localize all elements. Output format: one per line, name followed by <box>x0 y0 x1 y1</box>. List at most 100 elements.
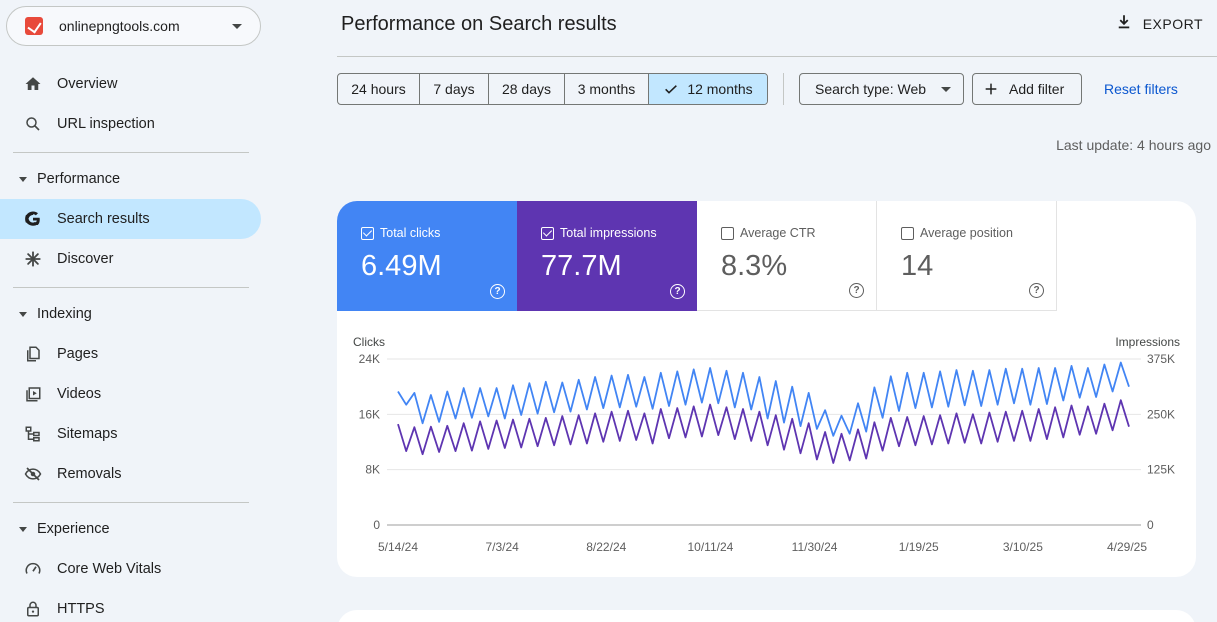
site-favicon-icon <box>25 17 43 35</box>
home-icon <box>23 74 43 94</box>
nav-search-results-label: Search results <box>57 211 150 227</box>
nav-sitemaps[interactable]: Sitemaps <box>0 414 261 454</box>
last-update-text: Last update: 4 hours ago <box>1056 137 1211 153</box>
collapse-arrow-icon <box>19 176 27 182</box>
range-3-months[interactable]: 3 months <box>565 74 649 104</box>
x-tick-label: 1/19/25 <box>899 540 939 554</box>
plus-icon <box>985 83 997 95</box>
reset-filters-link[interactable]: Reset filters <box>1104 81 1178 97</box>
nav-section-experience[interactable]: Experience <box>0 514 110 544</box>
checkbox-checked-icon[interactable] <box>541 226 554 240</box>
help-icon[interactable]: ? <box>670 284 685 299</box>
metric-average-position-value: 14 <box>901 250 934 282</box>
nav-divider <box>13 502 249 503</box>
range-7-days[interactable]: 7 days <box>420 74 489 104</box>
nav-section-indexing-label: Indexing <box>37 306 92 322</box>
nav-sitemaps-label: Sitemaps <box>57 426 118 442</box>
left-axis-title: Clicks <box>353 335 385 349</box>
property-name: onlinepngtools.com <box>59 18 180 34</box>
add-filter-button[interactable]: Add filter <box>972 73 1082 105</box>
nav-overview[interactable]: Overview <box>0 64 261 104</box>
nav-removals-label: Removals <box>57 466 122 482</box>
nav-pages[interactable]: Pages <box>0 334 261 374</box>
pages-icon <box>23 344 43 364</box>
checkbox-unchecked-icon[interactable] <box>901 226 914 240</box>
nav-divider <box>13 152 249 153</box>
range-12-months[interactable]: 12 months <box>649 74 767 104</box>
search-type-dropdown[interactable]: Search type: Web <box>799 73 964 105</box>
help-icon[interactable]: ? <box>490 284 505 299</box>
nav-section-experience-label: Experience <box>37 521 110 537</box>
nav-https-label: HTTPS <box>57 601 105 617</box>
collapse-arrow-icon <box>19 311 27 317</box>
check-icon <box>665 85 678 94</box>
right-tick-label: 250K <box>1147 407 1175 421</box>
range-12-months-label: 12 months <box>687 81 753 97</box>
page-title: Performance on Search results <box>341 13 617 35</box>
export-label: EXPORT <box>1142 15 1203 32</box>
checkbox-checked-icon[interactable] <box>361 226 374 240</box>
performance-card: Total clicks 6.49M ? Total impressions 7… <box>337 201 1196 577</box>
date-range-selector: 24 hours 7 days 28 days 3 months 12 mont… <box>337 73 768 105</box>
metric-total-impressions[interactable]: Total impressions 77.7M ? <box>517 201 697 311</box>
nav-divider <box>13 287 249 288</box>
metric-total-clicks[interactable]: Total clicks 6.49M ? <box>337 201 517 311</box>
download-icon <box>1115 13 1133 34</box>
nav-search-results[interactable]: Search results <box>0 199 261 239</box>
range-28-days[interactable]: 28 days <box>489 74 565 104</box>
checkbox-unchecked-icon[interactable] <box>721 226 734 240</box>
right-axis-title: Impressions <box>1115 335 1180 349</box>
nav-url-inspection-label: URL inspection <box>57 116 155 132</box>
metric-total-impressions-label: Total impressions <box>560 226 657 240</box>
export-button[interactable]: EXPORT <box>1115 13 1203 34</box>
google-g-icon <box>23 209 43 229</box>
nav-section-performance-label: Performance <box>37 171 121 187</box>
left-tick-label: 16K <box>359 407 380 421</box>
nav-url-inspection[interactable]: URL inspection <box>0 104 261 144</box>
property-selector[interactable]: onlinepngtools.com <box>6 6 261 46</box>
help-icon[interactable]: ? <box>1029 283 1044 298</box>
asterisk-icon <box>23 249 43 269</box>
filter-separator <box>783 73 784 105</box>
metric-total-clicks-label: Total clicks <box>380 226 441 240</box>
eye-off-icon <box>23 464 43 484</box>
nav-section-performance[interactable]: Performance <box>0 164 120 194</box>
nav-videos[interactable]: Videos <box>0 374 261 414</box>
nav-core-web-vitals[interactable]: Core Web Vitals <box>0 549 261 589</box>
metric-average-position[interactable]: Average position 14 ? <box>877 201 1057 311</box>
collapse-arrow-icon <box>19 526 27 532</box>
search-icon <box>23 114 43 134</box>
range-24-hours[interactable]: 24 hours <box>338 74 420 104</box>
lock-icon <box>23 599 43 619</box>
dropdown-caret-icon <box>232 24 242 29</box>
metric-average-position-label: Average position <box>920 226 1013 240</box>
add-filter-label: Add filter <box>1009 81 1065 97</box>
nav-pages-label: Pages <box>57 346 99 362</box>
nav-overview-label: Overview <box>57 76 118 92</box>
video-icon <box>23 384 43 404</box>
metric-average-ctr-label: Average CTR <box>740 226 816 240</box>
left-tick-label: 8K <box>365 463 380 477</box>
metric-total-clicks-header: Total clicks <box>361 226 517 240</box>
right-tick-label: 0 <box>1147 518 1154 532</box>
right-tick-label: 375K <box>1147 352 1175 366</box>
nav-videos-label: Videos <box>57 386 102 402</box>
x-tick-label: 7/3/24 <box>485 540 519 554</box>
sidebar: onlinepngtools.com Overview URL inspecti… <box>0 0 270 622</box>
header-divider <box>337 56 1217 57</box>
nav-section-indexing[interactable]: Indexing <box>0 299 92 329</box>
gauge-icon <box>23 559 43 579</box>
metric-total-impressions-value: 77.7M <box>541 250 622 282</box>
performance-chart: Clicks Impressions 0 0 8K 125K 16K 250K 24K 375K 5… <box>353 335 1180 554</box>
help-icon[interactable]: ? <box>849 283 864 298</box>
nav-removals[interactable]: Removals <box>0 454 261 494</box>
metric-average-ctr[interactable]: Average CTR 8.3% ? <box>697 201 877 311</box>
nav-https[interactable]: HTTPS <box>0 589 261 622</box>
left-tick-label: 0 <box>373 518 380 532</box>
right-tick-label: 125K <box>1147 463 1175 477</box>
metric-average-ctr-value: 8.3% <box>721 250 788 282</box>
metric-average-ctr-header: Average CTR <box>721 226 876 240</box>
dropdown-caret-icon <box>941 87 951 92</box>
nav-discover[interactable]: Discover <box>0 239 261 279</box>
x-tick-label: 10/11/24 <box>688 540 734 554</box>
